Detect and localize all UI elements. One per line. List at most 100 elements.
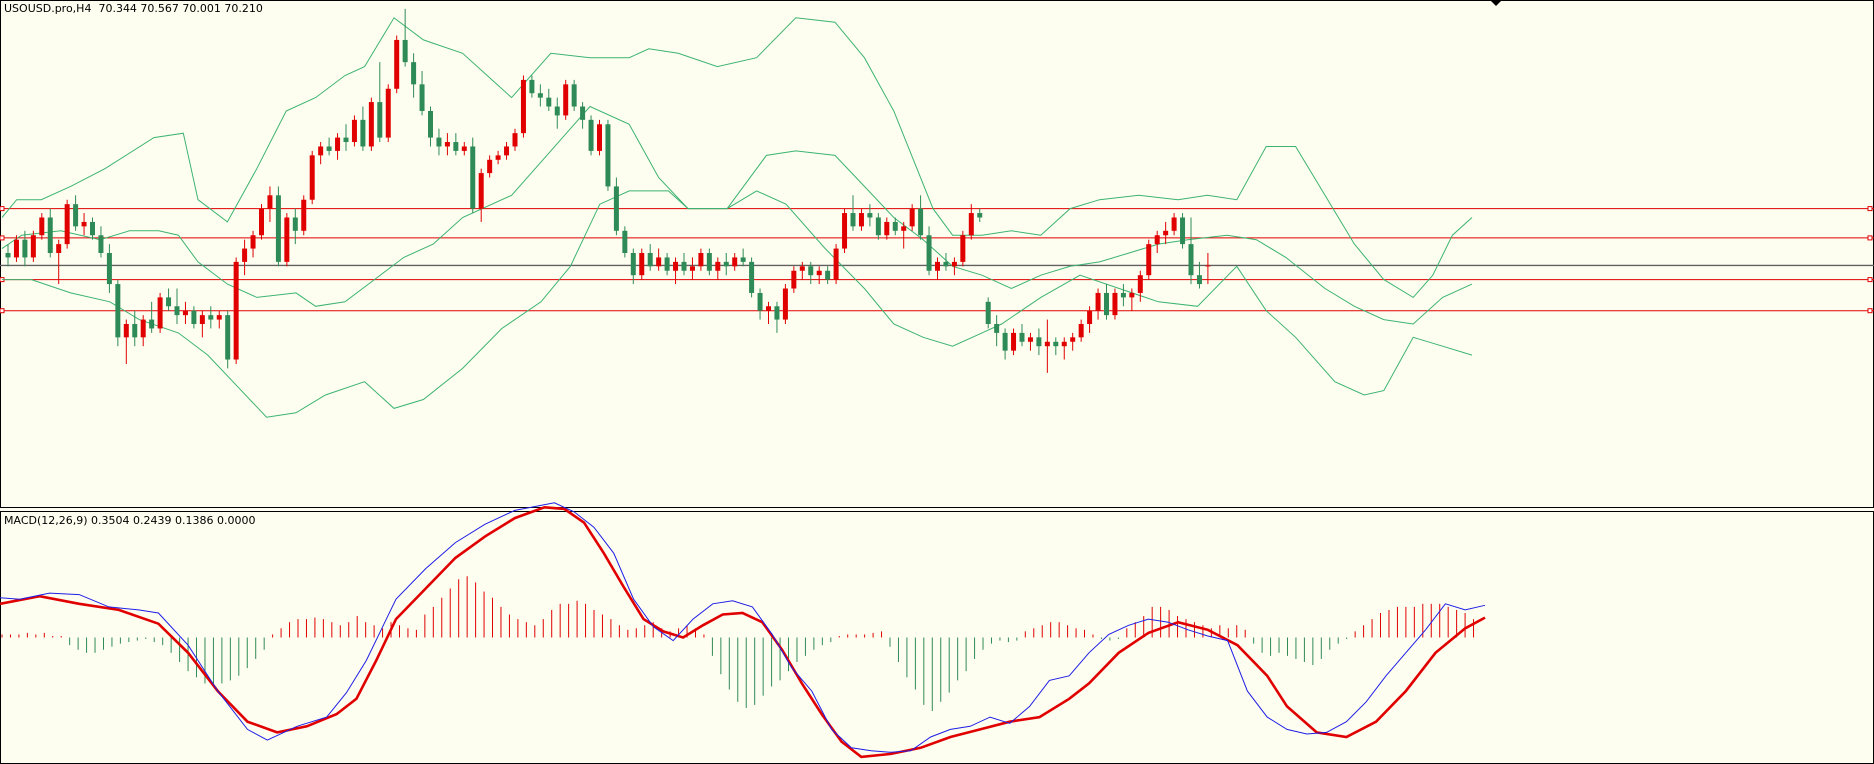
candle-body	[622, 230, 628, 253]
candle-body	[453, 142, 459, 151]
candle-body	[275, 195, 281, 262]
candle-body	[706, 253, 712, 271]
candle	[1053, 337, 1059, 356]
candle	[250, 230, 256, 258]
candle	[1036, 328, 1042, 356]
candle-body	[926, 235, 932, 271]
candle-body	[842, 213, 848, 249]
candle	[478, 168, 484, 222]
price-panel-border	[0, 0, 1874, 508]
candle	[56, 239, 62, 285]
candle-body	[428, 110, 433, 138]
candle	[301, 195, 307, 236]
candle-body	[98, 235, 104, 253]
candle-body	[132, 324, 138, 338]
candle-body	[656, 257, 662, 267]
candle	[1112, 288, 1118, 320]
candle-body	[537, 93, 543, 98]
candle-body	[39, 217, 45, 236]
candle-body	[960, 235, 966, 262]
candle	[774, 301, 780, 333]
candle	[723, 253, 729, 276]
candle-body	[715, 261, 721, 271]
candle	[951, 257, 957, 276]
candle-body	[351, 119, 357, 143]
candle	[309, 150, 315, 205]
candle-body	[909, 208, 915, 227]
candle-body	[1087, 310, 1093, 325]
candle-body	[1027, 337, 1033, 342]
candle-body	[1120, 292, 1126, 298]
candle	[926, 226, 932, 276]
candle-body	[791, 270, 797, 289]
candle-body	[326, 146, 332, 151]
candle-body	[199, 315, 205, 325]
candle	[706, 248, 712, 276]
candle	[1137, 270, 1143, 302]
candle-body	[1104, 292, 1109, 316]
candle	[174, 288, 180, 325]
level-marker-left	[0, 235, 5, 241]
candle-body	[605, 124, 611, 187]
candle	[81, 213, 87, 236]
candle	[233, 257, 239, 364]
candle-body	[487, 159, 493, 174]
candle	[554, 97, 560, 129]
candle	[360, 106, 366, 151]
candle	[149, 301, 155, 333]
candle-body	[833, 248, 839, 280]
candle-body	[436, 137, 442, 147]
candle	[580, 102, 586, 129]
candle-body	[1137, 275, 1143, 293]
candle-body	[563, 84, 569, 116]
candle	[1196, 261, 1202, 289]
candle	[1205, 253, 1211, 285]
candle	[588, 115, 594, 156]
candle-body	[977, 213, 983, 218]
level-marker-right	[1867, 235, 1873, 241]
candle	[537, 84, 543, 107]
candle-body	[985, 301, 991, 325]
candle-body	[529, 79, 535, 94]
candle-body	[689, 266, 695, 271]
candle-body	[419, 84, 425, 111]
candle-body	[478, 173, 484, 209]
candle	[1087, 306, 1093, 333]
candle-body	[782, 288, 788, 320]
candle-body	[208, 315, 214, 320]
candle-body	[470, 146, 476, 209]
candle	[571, 79, 577, 111]
candle	[132, 310, 138, 347]
candle	[368, 97, 374, 151]
candle	[208, 306, 214, 329]
candle	[858, 208, 864, 231]
candle	[335, 133, 341, 160]
candle	[613, 177, 619, 236]
candle-body	[1061, 341, 1067, 347]
candle-body	[867, 213, 873, 218]
candle-body	[850, 213, 856, 227]
candle	[242, 239, 248, 276]
candle-body	[335, 137, 341, 151]
candle-body	[225, 315, 231, 360]
candle-body	[749, 261, 755, 293]
level-marker-right	[1867, 277, 1873, 283]
candle-body	[664, 257, 670, 271]
candle-body	[901, 226, 907, 231]
candle-body	[81, 221, 87, 227]
candle	[166, 288, 172, 311]
candle	[436, 128, 442, 156]
candle	[394, 35, 400, 94]
candle	[808, 261, 814, 285]
candle-body	[892, 221, 898, 231]
candle-body	[554, 106, 560, 116]
candle	[647, 244, 653, 271]
macd-signal-line	[0, 505, 1486, 759]
candle	[520, 75, 526, 138]
candle-body	[394, 39, 400, 89]
candle	[1011, 328, 1017, 356]
candle-body	[267, 195, 273, 209]
candle	[1120, 284, 1126, 307]
candle-body	[723, 261, 729, 267]
